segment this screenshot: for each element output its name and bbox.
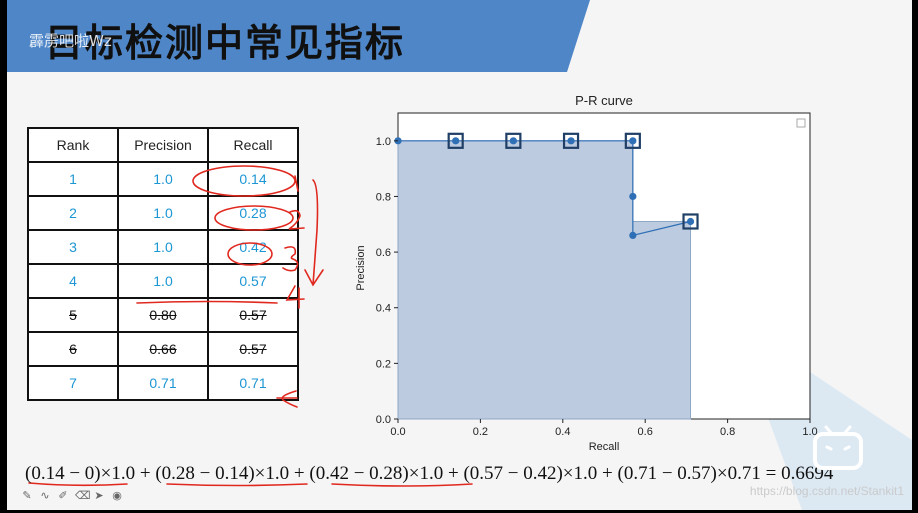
data-point <box>452 137 460 145</box>
x-tick-label: 0.2 <box>473 426 488 438</box>
chart-title: P-R curve <box>575 93 633 108</box>
highlight-box <box>505 132 522 149</box>
formula-plus: + <box>139 463 151 484</box>
cell-precision: 0.80 <box>117 297 209 333</box>
data-point <box>567 137 575 145</box>
cell-rank: 7 <box>27 365 119 401</box>
cell-rank: 4 <box>27 263 119 299</box>
table-row: 1 1.0 0.14 <box>27 161 299 197</box>
table-header-row: Rank Precision Recall <box>27 127 299 163</box>
cell-recall: 0.57 <box>207 331 299 367</box>
cell-recall: 0.57 <box>207 263 299 299</box>
eraser-icon[interactable]: ⌫ <box>75 490 91 502</box>
y-tick-label: 0.4 <box>376 303 391 315</box>
slide-title: 目标检测中常见指标 <box>45 21 406 65</box>
highlight-box <box>562 132 580 149</box>
cell-precision: 0.66 <box>117 331 209 367</box>
data-point <box>629 231 637 239</box>
formula-plus: + <box>447 463 459 484</box>
data-point <box>509 137 517 145</box>
x-axis-label: Recall <box>589 441 620 453</box>
formula-term: (0.42 − 0.28)×1.0 <box>309 463 444 484</box>
y-tick-label: 0.8 <box>376 191 391 203</box>
data-point <box>629 192 637 201</box>
cell-precision: 0.71 <box>117 365 209 401</box>
y-tick-label: 0.0 <box>376 414 391 426</box>
header-recall: Recall <box>207 127 299 163</box>
formula-term: (0.71 − 0.57)×0.71 <box>617 463 761 484</box>
curve-icon[interactable]: ∿ <box>40 490 50 502</box>
uploader-watermark: 霹雳吧啦Wz <box>29 32 112 50</box>
cell-rank: 3 <box>27 229 119 265</box>
y-tick-label: 0.2 <box>376 358 391 370</box>
header-precision: Precision <box>117 127 209 163</box>
highlight-box <box>624 132 641 149</box>
csdn-url-watermark: https://blog.csdn.net/Stankit1 <box>749 484 904 498</box>
data-point <box>686 217 695 226</box>
x-tick-label: 0.0 <box>390 426 405 438</box>
x-tick-label: 0.8 <box>720 426 735 438</box>
bilibili-tv-icon <box>813 425 863 470</box>
pr-line <box>398 140 691 237</box>
highlight-box <box>682 213 699 230</box>
highlight-box <box>447 132 464 149</box>
cell-rank: 2 <box>27 195 119 231</box>
pr-curve-chart: P-R curve 0.0 0.2 0.4 0.6 0.8 1.0 0.0 0.2 0.4 0.… <box>355 93 818 453</box>
table-row: 6 0.66 0.57 <box>27 331 299 367</box>
pen-icon[interactable]: ✎ <box>22 490 32 502</box>
data-point <box>629 137 637 145</box>
cell-precision: 1.0 <box>117 229 209 265</box>
formula-plus: + <box>293 463 305 484</box>
table-row: 3 1.0 0.42 <box>27 229 299 265</box>
header-rank: Rank <box>27 127 119 163</box>
table-row: 4 1.0 0.57 <box>27 263 299 299</box>
cell-rank: 6 <box>27 331 119 367</box>
cell-rank: 1 <box>27 161 119 197</box>
pointer-icon[interactable]: ➤ <box>94 490 104 502</box>
formula-term: (0.28 − 0.14)×1.0 <box>155 463 290 484</box>
y-tick-label: 0.6 <box>376 247 391 259</box>
formula-equals: = <box>765 463 777 484</box>
y-tick-label: 1.0 <box>376 136 391 148</box>
y-axis-label: Precision <box>355 245 367 290</box>
cell-precision: 1.0 <box>117 195 209 231</box>
cell-recall: 0.42 <box>207 229 299 265</box>
cell-precision: 1.0 <box>117 263 209 299</box>
formula-term: (0.14 − 0)×1.0 <box>25 463 136 484</box>
x-tick-label: 1.0 <box>802 426 817 438</box>
slide: 目标检测中常见指标 霹雳吧啦Wz Rank Precision Recall 1… <box>7 0 912 510</box>
x-tick-label: 0.6 <box>638 426 653 438</box>
cell-recall: 0.57 <box>207 297 299 333</box>
table-row: 7 0.71 0.71 <box>27 365 299 401</box>
arrow-down-annotation <box>304 179 324 287</box>
rank-table: Rank Precision Recall 1 1.0 0.14 2 1.0 0… <box>27 127 299 401</box>
cell-recall: 0.71 <box>207 365 299 401</box>
formula-plus: + <box>602 463 613 484</box>
cell-precision: 1.0 <box>117 161 209 197</box>
formula-term: (0.57 − 0.42)×1.0 <box>463 463 598 484</box>
record-icon[interactable]: ◉ <box>112 490 122 502</box>
title-band <box>7 0 590 72</box>
ap-formula: (0.14 − 0)×1.0 + (0.28 − 0.14)×1.0 + (0.… <box>25 463 833 485</box>
legend-box <box>796 118 806 128</box>
x-tick-label: 0.4 <box>555 426 570 438</box>
cell-rank: 5 <box>27 297 119 333</box>
table-row: 2 1.0 0.28 <box>27 195 299 231</box>
annotation-toolbar: ✎ ∿ ✐ ⌫ ➤ ◉ <box>21 490 123 502</box>
cell-recall: 0.28 <box>207 195 299 231</box>
edit-icon[interactable]: ✐ <box>58 490 68 502</box>
table-row: 5 0.80 0.57 <box>27 297 299 333</box>
cell-recall: 0.14 <box>207 161 299 197</box>
